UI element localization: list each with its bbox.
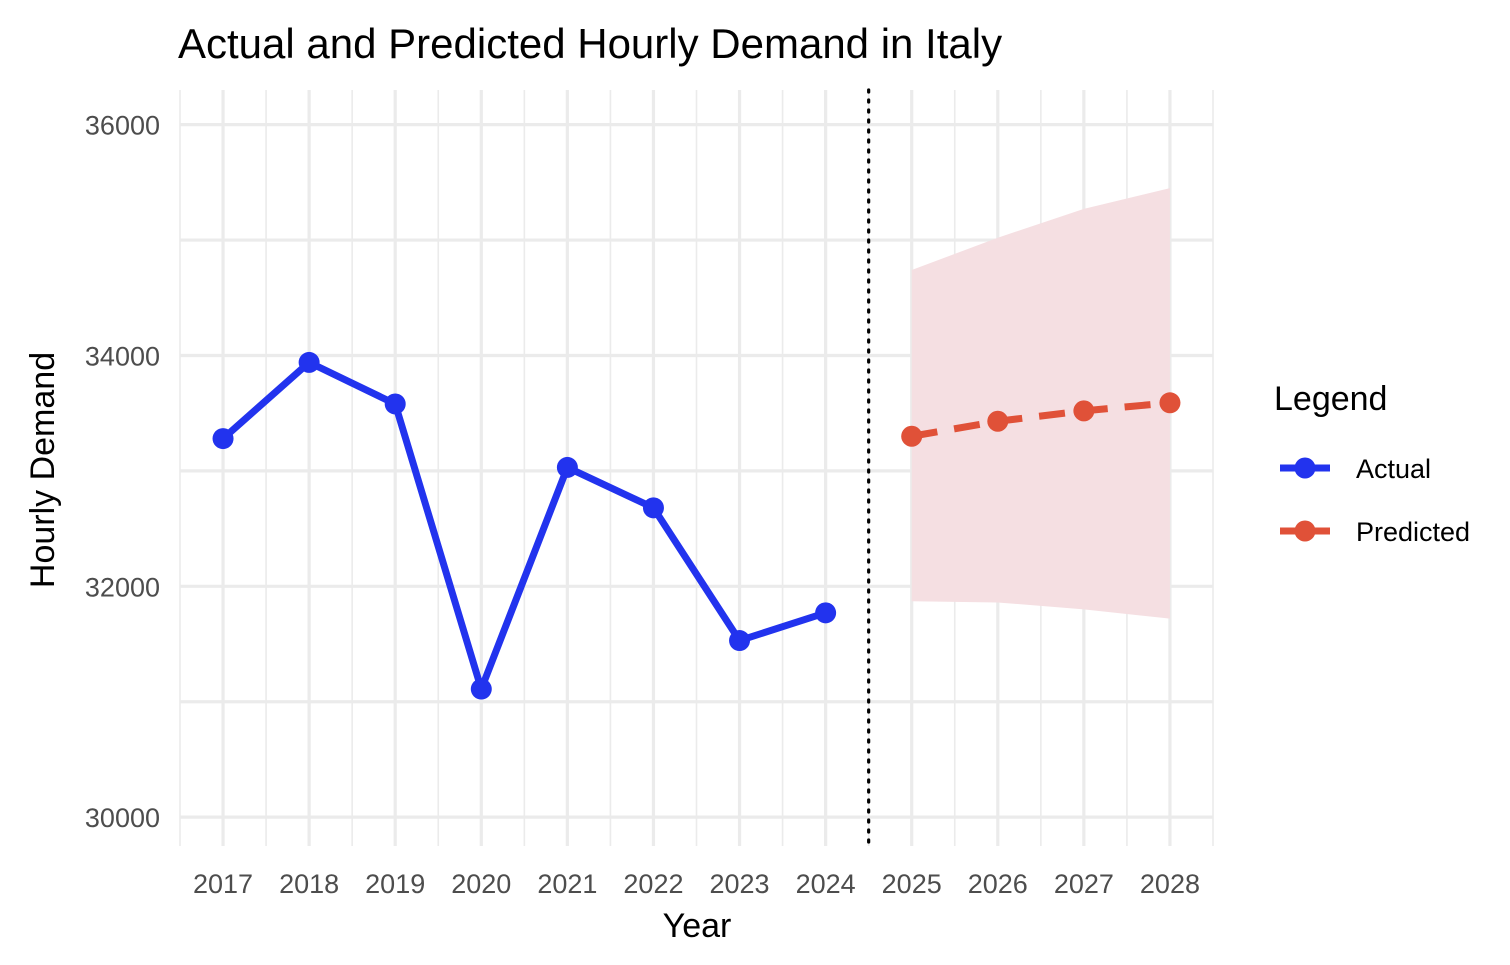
confidence-band-layer bbox=[911, 188, 1170, 619]
legend-item-predicted: Predicted bbox=[1280, 517, 1470, 547]
data-point-predicted bbox=[901, 425, 923, 447]
y-tick-label: 32000 bbox=[85, 572, 160, 602]
chart-title: Actual and Predicted Hourly Demand in It… bbox=[178, 20, 1002, 67]
legend-title: Legend bbox=[1274, 380, 1387, 418]
data-point-predicted bbox=[1073, 400, 1095, 422]
legend-key-point bbox=[1294, 457, 1316, 479]
y-tick-label: 30000 bbox=[85, 803, 160, 833]
y-tick-label: 34000 bbox=[85, 341, 160, 371]
x-tick-label: 2021 bbox=[537, 869, 597, 899]
data-point-actual bbox=[212, 428, 234, 450]
legend: Legend Actual Predicted bbox=[1274, 380, 1470, 547]
legend-label: Actual bbox=[1356, 454, 1431, 484]
data-point-actual bbox=[384, 393, 406, 415]
x-tick-label: 2027 bbox=[1054, 869, 1114, 899]
x-tick-label: 2017 bbox=[193, 869, 253, 899]
legend-item-actual: Actual bbox=[1280, 454, 1431, 484]
legend-key-point bbox=[1294, 520, 1316, 542]
data-point-actual bbox=[298, 351, 320, 373]
series-line-predicted bbox=[911, 399, 1171, 440]
data-point-actual bbox=[470, 678, 492, 700]
x-tick-label: 2018 bbox=[279, 869, 339, 899]
x-tick-label: 2024 bbox=[796, 869, 856, 899]
x-tick-label: 2019 bbox=[365, 869, 425, 899]
data-point-predicted bbox=[1159, 392, 1181, 414]
y-tick-label: 36000 bbox=[85, 111, 160, 141]
data-point-actual bbox=[815, 602, 837, 624]
x-tick-label: 2025 bbox=[882, 869, 942, 899]
series-line-actual bbox=[220, 358, 827, 693]
x-tick-label: 2020 bbox=[451, 869, 511, 899]
data-point-actual bbox=[556, 456, 578, 478]
x-tick-label: 2026 bbox=[968, 869, 1028, 899]
legend-label: Predicted bbox=[1356, 517, 1470, 547]
x-tick-label: 2023 bbox=[710, 869, 770, 899]
data-point-actual bbox=[642, 497, 664, 519]
x-tick-label: 2028 bbox=[1140, 869, 1200, 899]
x-tick-label: 2022 bbox=[623, 869, 683, 899]
confidence-band bbox=[911, 188, 1170, 619]
data-point-actual bbox=[729, 630, 751, 652]
y-axis-title: Hourly Demand bbox=[24, 352, 62, 588]
data-point-predicted bbox=[987, 410, 1009, 432]
x-axis-title: Year bbox=[663, 907, 732, 945]
tick-labels: 2017 2018 2019 2020 2021 2022 2023 2024 2025 2026… bbox=[85, 111, 1200, 899]
series-layer bbox=[212, 351, 1181, 700]
